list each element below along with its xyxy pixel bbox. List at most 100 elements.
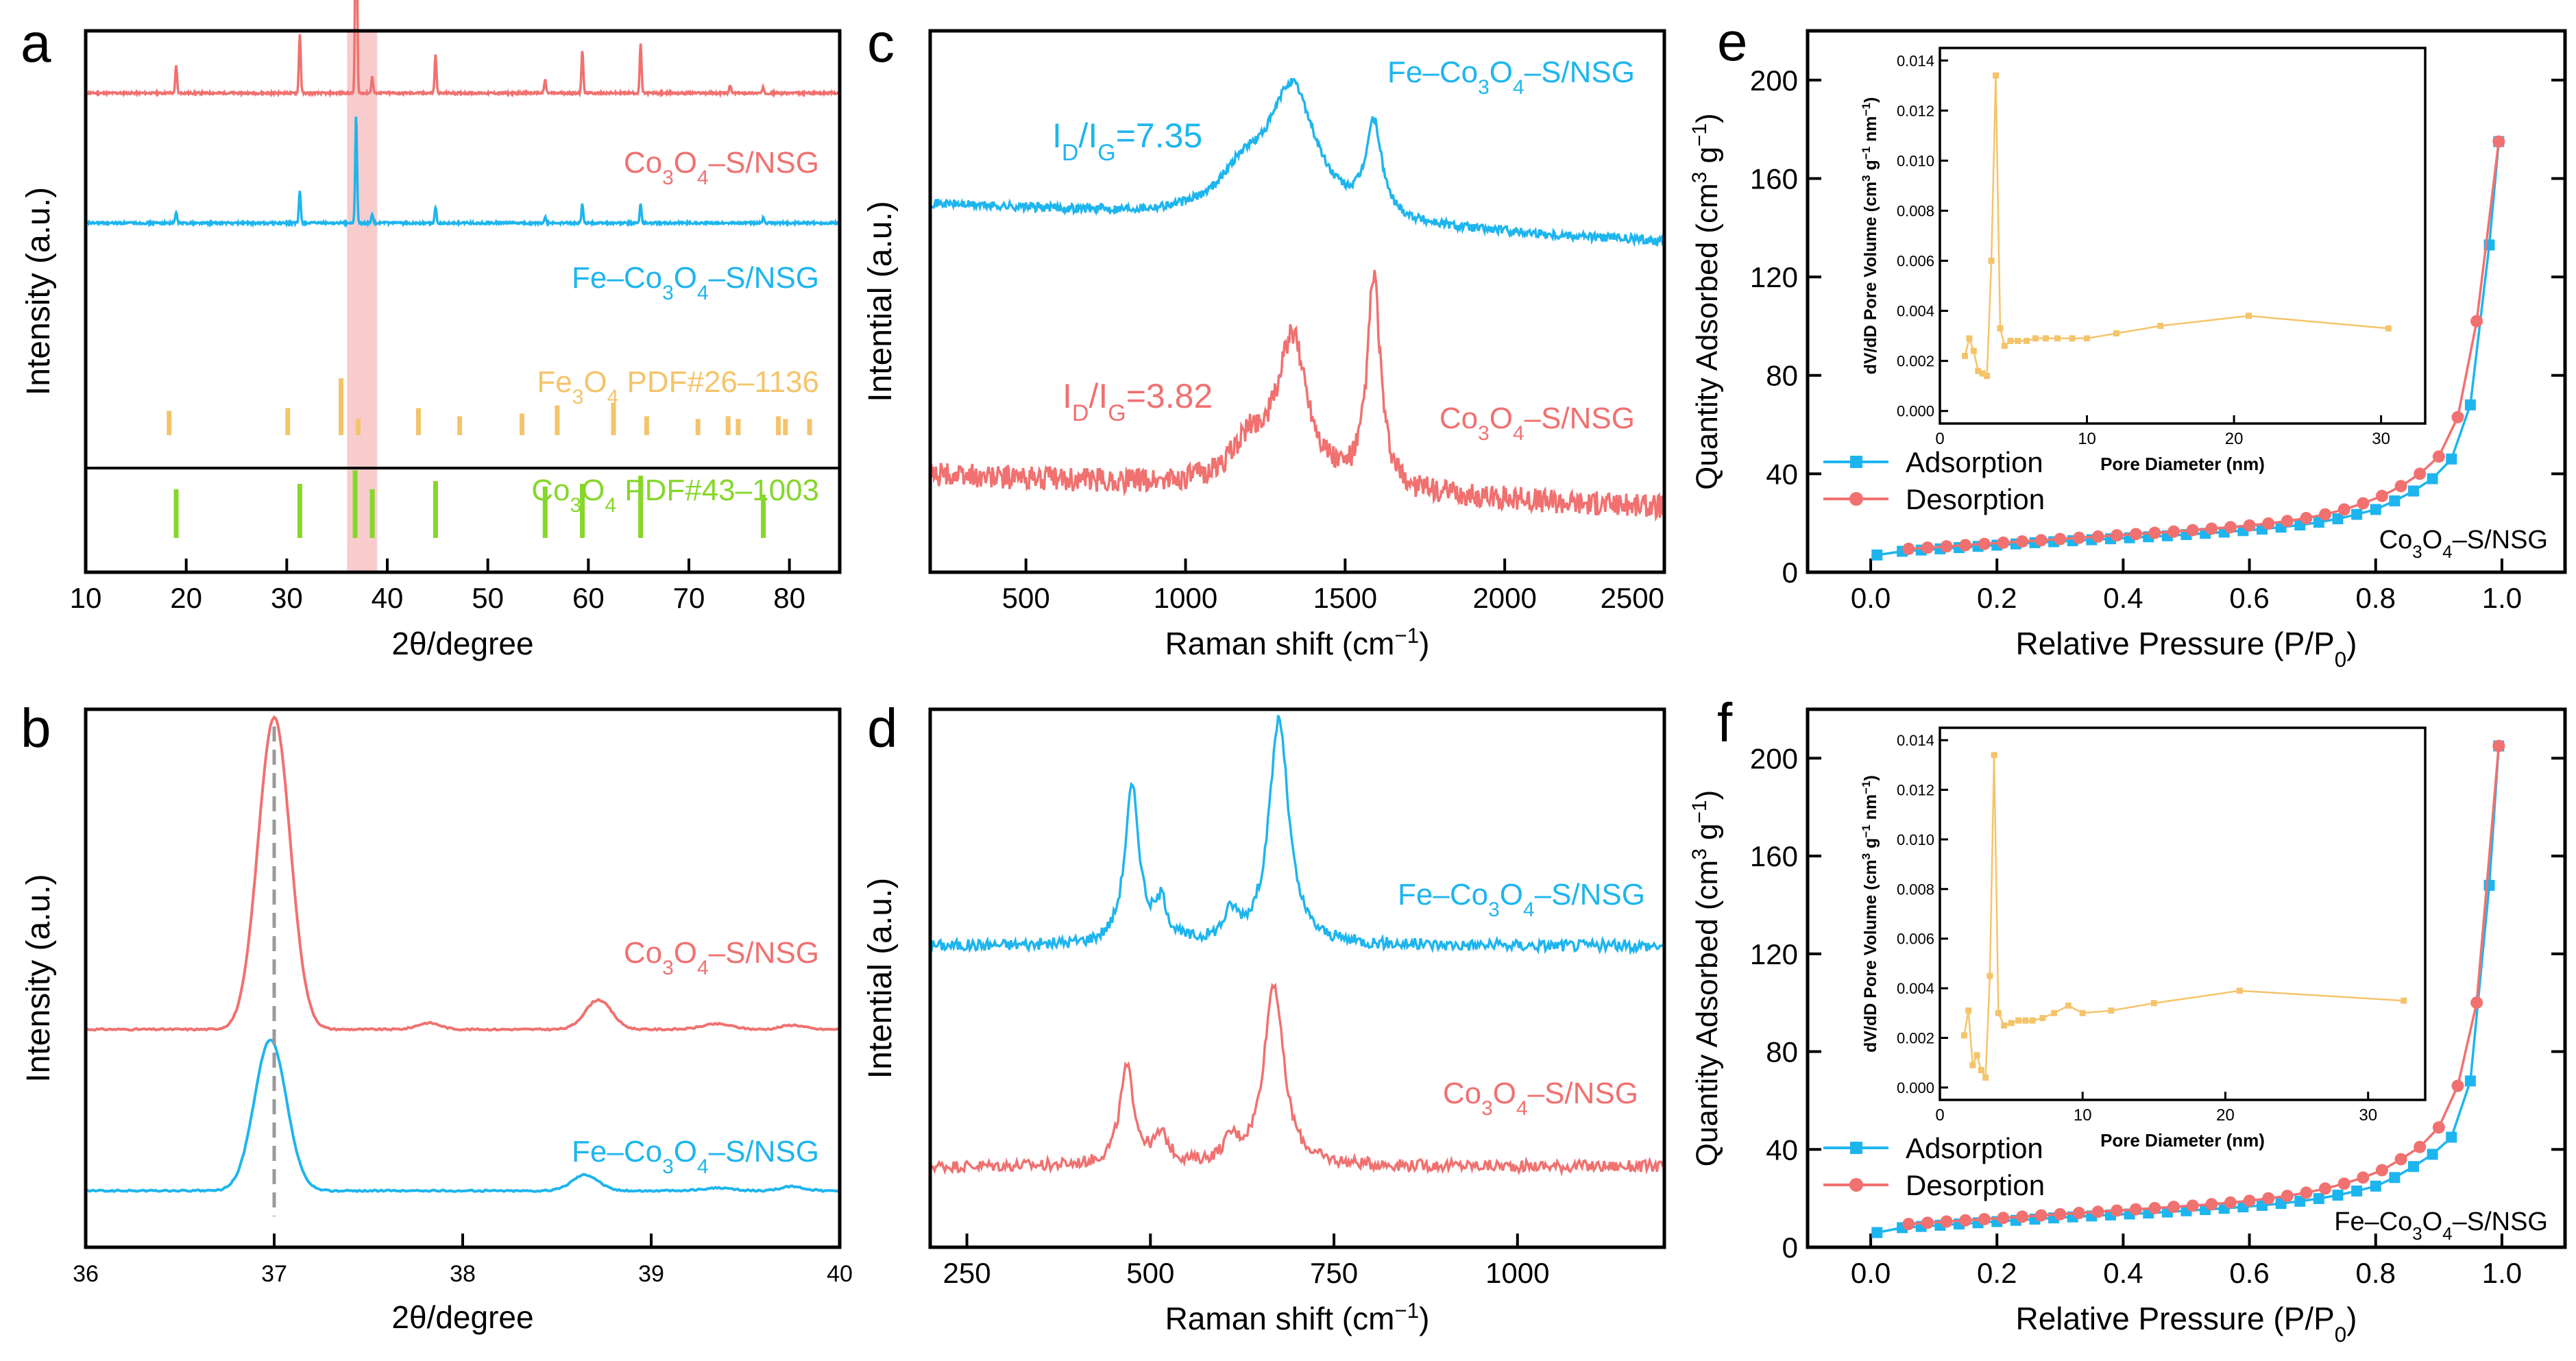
desorption-marker: [2375, 1164, 2388, 1177]
desorption-marker: [2470, 315, 2483, 328]
y-axis-label: Intential (a.u.): [862, 201, 899, 402]
desorption-marker: [2054, 532, 2067, 545]
y-tick-label: 120: [1750, 938, 1798, 970]
desorption-marker: [2072, 531, 2085, 544]
desorption-marker: [2111, 529, 2124, 542]
desorption-marker: [2072, 1207, 2085, 1220]
x-tick-label: 38: [450, 1261, 476, 1287]
adsorption-marker: [2313, 517, 2324, 528]
desorption-marker: [2224, 1196, 2237, 1209]
ref-stick: [736, 419, 741, 435]
x-tick-label: 37: [261, 1261, 287, 1287]
desorption-marker: [2243, 1194, 2256, 1207]
ref-stick: [285, 408, 291, 435]
inset-y-tick-label: 0.002: [1897, 1030, 1934, 1047]
inset-psd-marker: [2029, 1017, 2036, 1024]
x-tick-label: 40: [827, 1261, 853, 1287]
legend-marker-desorption: [1849, 1178, 1863, 1192]
desorption-marker: [2357, 1171, 2370, 1184]
inset-y-tick-label: 0.008: [1897, 881, 1934, 898]
ref-stick: [369, 489, 375, 538]
inset-y-tick-label: 0.000: [1897, 1079, 1934, 1096]
y-tick-label: 40: [1766, 458, 1798, 490]
legend-marker-desorption: [1849, 492, 1863, 506]
series-label-co3o4: Co3O4–S/NSG: [1443, 1077, 1638, 1120]
ratio-label-co3o4: ID/IG=3.82: [1062, 377, 1213, 426]
y-tick-label: 160: [1750, 840, 1798, 872]
desorption-marker: [2357, 497, 2370, 510]
inset-psd-marker: [2039, 1015, 2046, 1022]
inset-x-tick-label: 0: [1935, 430, 1944, 448]
desorption-marker: [2470, 996, 2483, 1009]
x-tick-label: 60: [572, 582, 605, 614]
inset-x-tick-label: 0: [1935, 1106, 1944, 1125]
adsorption-marker: [2464, 1075, 2476, 1087]
inset-psd-marker: [1965, 1007, 1972, 1014]
desorption-marker: [2205, 1198, 2218, 1211]
reference-label-fe3o4: Fe3O4 PDF#26–1136: [537, 365, 819, 408]
xrd-zoom-curve-co3o4: [85, 715, 840, 1032]
desorption-marker: [2281, 515, 2294, 528]
ref-stick: [173, 489, 179, 538]
ref-stick: [352, 470, 358, 538]
inset-psd-marker: [1997, 325, 2004, 332]
x-axis-label: Relative Pressure (P/P0): [2016, 626, 2357, 672]
inset-psd-marker: [1993, 72, 2000, 79]
desorption-marker: [2034, 1209, 2048, 1222]
inset-psd-marker: [1970, 347, 1977, 354]
ref-stick: [783, 419, 788, 435]
y-axis-label: Quantity Adsorbed (cm3 g−1): [1688, 790, 1725, 1167]
panel-letter-e: e: [1717, 11, 1748, 72]
desorption-marker: [2432, 1121, 2445, 1134]
desorption-marker: [1997, 1212, 2010, 1225]
desorption-marker: [2414, 467, 2427, 480]
x-tick-label: 0.4: [2103, 1257, 2143, 1289]
y-axis-label: Intensity (a.u.): [21, 874, 57, 1082]
y-tick-label: 80: [1766, 360, 1798, 392]
x-tick-label: 10: [70, 582, 102, 614]
desorption-marker: [2319, 1182, 2332, 1195]
inset-psd-marker: [2108, 1007, 2115, 1014]
desorption-marker: [1902, 1218, 1915, 1231]
inset-y-tick-label: 0.006: [1897, 253, 1934, 270]
inset-psd-marker: [1982, 1074, 1989, 1081]
inset-psd-marker: [2236, 988, 2243, 994]
inset-psd-marker: [1966, 335, 1973, 342]
desorption-marker: [2394, 1153, 2407, 1166]
x-tick-label: 70: [673, 582, 705, 614]
y-tick-label: 160: [1750, 162, 1798, 195]
ref-stick: [644, 416, 649, 435]
x-axis-label: Relative Pressure (P/P0): [2016, 1301, 2357, 1347]
y-tick-label: 120: [1750, 261, 1798, 293]
inset-y-tick-label: 0.004: [1897, 303, 1934, 320]
raman-curve-co3o4: [929, 269, 1665, 522]
y-tick-label: 200: [1750, 742, 1798, 774]
inset-psd-marker: [2079, 1009, 2086, 1016]
desorption-marker: [2492, 739, 2505, 752]
desorption-marker: [2414, 1140, 2427, 1153]
legend-label-desorption: Desorption: [1906, 483, 2045, 515]
axes-frame: [928, 707, 1666, 1249]
ref-stick: [339, 378, 344, 435]
ref-stick: [761, 494, 766, 538]
inset-psd-line: [1963, 755, 2404, 1081]
desorption-marker: [2091, 1205, 2104, 1218]
axes-frame: [1806, 707, 2567, 1249]
x-tick-label: 0.0: [1851, 1257, 1891, 1289]
xrd-zoom-curve-fe-co3o4: [85, 1038, 840, 1194]
sample-label: Fe–Co3O4–S/NSG: [2334, 1207, 2548, 1244]
inset-y-tick-label: 0.014: [1897, 732, 1934, 749]
adsorption-marker: [2294, 1195, 2306, 1207]
x-tick-label: 20: [170, 582, 202, 614]
series-label-fe-co3o4: Fe–Co3O4–S/NSG: [1387, 56, 1635, 99]
inset-psd-marker: [1986, 972, 1993, 979]
inset-psd-marker: [2042, 335, 2049, 342]
desorption-marker: [2205, 522, 2218, 535]
inset-psd-marker: [1995, 1009, 2002, 1016]
inset-psd-marker: [2001, 1022, 2008, 1029]
y-tick-label: 0: [1782, 1231, 1798, 1264]
inset-psd-marker: [1979, 370, 1986, 377]
legend-label-desorption: Desorption: [1906, 1169, 2045, 1201]
inset-psd-marker: [1973, 1052, 1980, 1059]
panel-letter-f: f: [1717, 692, 1733, 753]
